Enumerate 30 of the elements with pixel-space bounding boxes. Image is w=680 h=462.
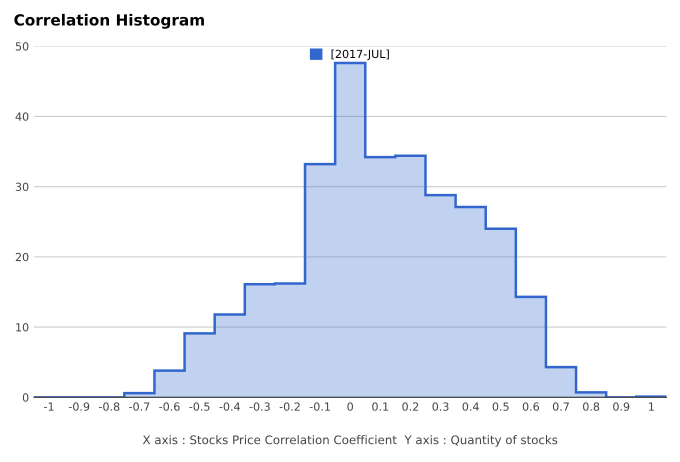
x-tick-label: -0.8 (98, 402, 120, 411)
y-tick-label: 0 (22, 393, 28, 402)
x-tick-label: 0.6 (522, 402, 540, 411)
y-tick-label: 30 (16, 182, 28, 192)
chart-title: Correlation Histogram (14, 14, 204, 29)
legend-label: [2017-JUL] (332, 50, 389, 60)
x-tick-label: 0 (347, 402, 353, 411)
x-axis-title: X axis : Stocks Price Correlation Coefficient Y axis : Quantity of stocks (142, 435, 558, 447)
x-tick-label: 1 (649, 402, 654, 411)
x-tick-label: -0.3 (250, 402, 270, 411)
x-tick-label: -0.7 (129, 402, 150, 411)
x-tick-label: 0.4 (462, 402, 479, 411)
y-tick-label: 10 (16, 323, 28, 332)
x-tick-label: -0.1 (310, 402, 330, 411)
x-tick-label: 0.1 (372, 402, 388, 411)
x-tick-label: -0.4 (219, 402, 240, 411)
x-tick-label: -1 (44, 402, 54, 411)
x-tick-label: -0.6 (159, 402, 180, 411)
x-tick-label: 0.8 (583, 402, 600, 411)
x-tick-label: 0.7 (552, 402, 569, 411)
y-tick-label: 20 (16, 252, 28, 262)
x-tick-label: 0.2 (402, 402, 418, 411)
x-tick-label: 0.9 (613, 402, 630, 411)
x-tick-label: 0.5 (492, 402, 509, 411)
x-tick-label: -0.5 (189, 402, 210, 411)
x-tick-label: -0.9 (68, 402, 90, 411)
x-tick-label: 0.3 (432, 402, 448, 411)
y-tick-label: 40 (16, 112, 28, 121)
y-tick-label: 50 (16, 42, 28, 51)
x-tick-label: -0.2 (280, 402, 300, 411)
